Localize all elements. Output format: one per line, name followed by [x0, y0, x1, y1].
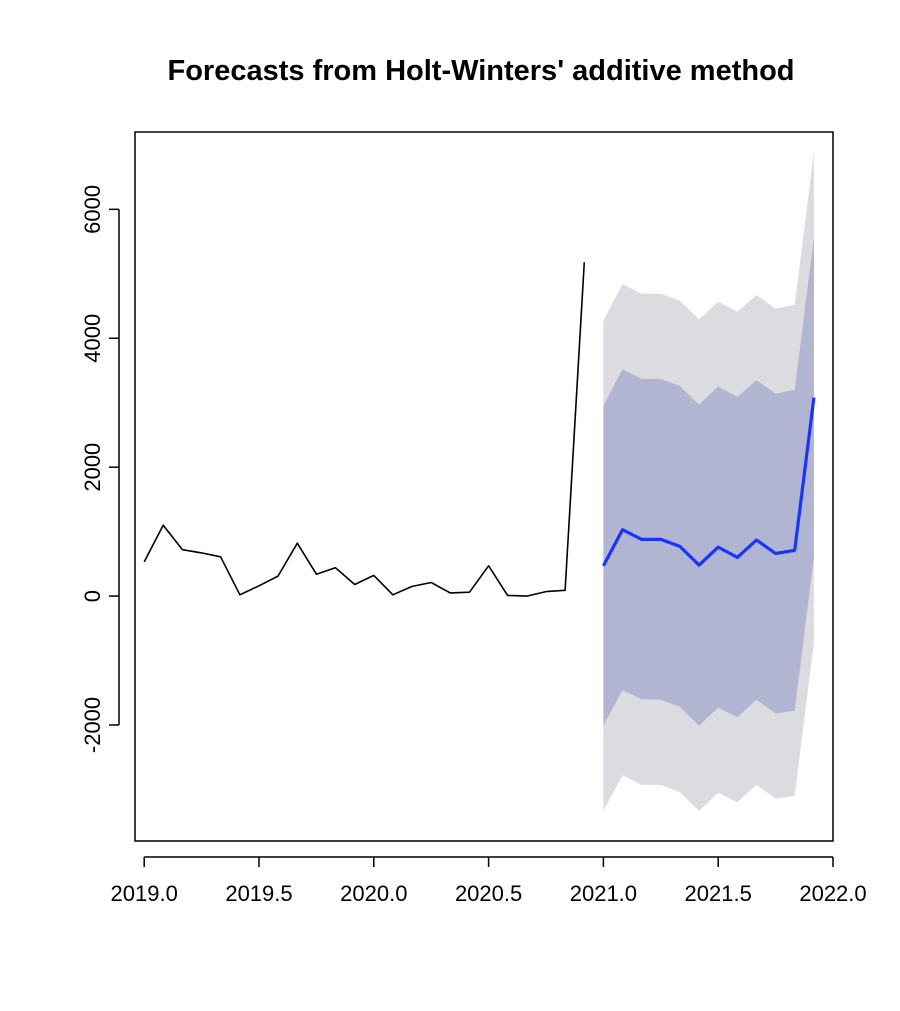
- x-tick-label: 2020.5: [455, 881, 522, 906]
- pi80-band: [603, 237, 814, 726]
- series-lines: [143, 262, 816, 597]
- x-axis: 2019.0 2019.5 2020.0 2020.5 2021.0 2021.5 2022…: [111, 856, 867, 906]
- x-tick-label: 2021.5: [685, 881, 752, 906]
- x-tick-label: 2019.5: [225, 881, 292, 906]
- x-tick-label: 2020.0: [340, 881, 407, 906]
- observed-series-line: [143, 262, 586, 597]
- x-tick-label: 2022.0: [799, 881, 866, 906]
- y-tick-label: 2000: [80, 443, 105, 492]
- x-tick-label: 2021.0: [570, 881, 637, 906]
- forecast-series-line: [601, 397, 816, 567]
- prediction-intervals: [603, 152, 814, 811]
- y-tick-label: 6000: [80, 185, 105, 234]
- chart-title: Forecasts from Holt-Winters' additive me…: [168, 55, 795, 87]
- y-tick-label: 0: [80, 590, 105, 602]
- y-tick-label: -2000: [80, 697, 105, 753]
- y-tick-label: 4000: [80, 314, 105, 363]
- x-tick-label: 2019.0: [111, 881, 178, 906]
- y-axis: -2000 0 2000 4000 6000: [80, 185, 120, 753]
- plot-frame: [134, 131, 834, 842]
